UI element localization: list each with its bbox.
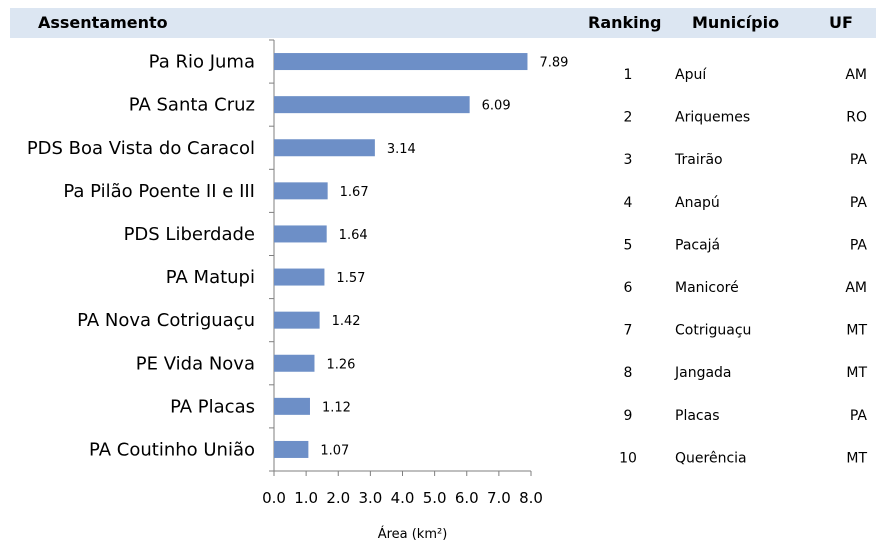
- bar: [274, 139, 375, 157]
- x-tick-label: 1.0: [294, 489, 318, 507]
- table-rank-cell: 8: [624, 365, 633, 381]
- bar: [274, 354, 315, 372]
- data-label: 3.14: [387, 142, 416, 157]
- table-municipio-cell: Trairão: [674, 152, 723, 168]
- x-tick-label: 2.0: [326, 489, 350, 507]
- data-label: 6.09: [482, 99, 511, 114]
- assentamento-header: Assentamento: [38, 13, 168, 32]
- bar: [274, 96, 470, 114]
- table-municipio-cell: Jangada: [674, 365, 732, 381]
- category-label: PA Placas: [170, 396, 255, 417]
- bar: [274, 311, 320, 329]
- x-tick-label: 8.0: [519, 489, 543, 507]
- x-axis-label: Área (km²): [378, 526, 448, 542]
- uf-header: UF: [829, 13, 853, 32]
- table-uf-cell: MT: [846, 450, 867, 466]
- category-label: PA Nova Cotriguaçu: [77, 310, 255, 331]
- data-label: 1.12: [322, 400, 351, 415]
- x-tick-label: 4.0: [391, 489, 415, 507]
- table-uf-cell: PA: [850, 237, 868, 253]
- category-label: PA Matupi: [166, 267, 255, 288]
- category-label: Pa Pilão Poente II e III: [63, 181, 255, 202]
- table-uf-cell: AM: [845, 280, 867, 296]
- table-municipio-cell: Querência: [675, 450, 747, 466]
- table-municipio-cell: Ariquemes: [675, 110, 750, 126]
- table-rank-cell: 10: [619, 450, 637, 466]
- table-rank-cell: 7: [624, 323, 633, 339]
- bar: [274, 397, 310, 415]
- category-label: PA Santa Cruz: [129, 95, 255, 116]
- table-rank-cell: 3: [624, 152, 633, 168]
- x-tick-label: 7.0: [487, 489, 511, 507]
- x-tick-label: 3.0: [358, 489, 382, 507]
- category-label: PDS Boa Vista do Caracol: [27, 138, 255, 159]
- category-label: PE Vida Nova: [136, 353, 255, 374]
- x-tick-label: 0.0: [262, 489, 286, 507]
- table-rank-cell: 5: [624, 237, 633, 253]
- table-uf-cell: PA: [850, 195, 868, 211]
- table-uf-cell: MT: [846, 365, 867, 381]
- table-uf-cell: MT: [846, 323, 867, 339]
- bar: [274, 225, 327, 243]
- data-label: 1.42: [332, 314, 361, 329]
- data-label: 7.89: [539, 56, 568, 71]
- table-municipio-cell: Apuí: [675, 67, 707, 83]
- table-uf-cell: PA: [850, 408, 868, 424]
- table-uf-cell: RO: [846, 110, 867, 126]
- category-label: PDS Liberdade: [124, 224, 255, 245]
- table-rank-cell: 9: [624, 408, 633, 424]
- table-municipio-cell: Cotriguaçu: [675, 323, 751, 339]
- table-municipio-cell: Pacajá: [675, 237, 720, 253]
- x-tick-label: 5.0: [423, 489, 447, 507]
- category-label: PA Coutinho União: [89, 439, 255, 460]
- data-label: 1.07: [320, 443, 349, 458]
- bar: [274, 268, 325, 286]
- ranking-header: Ranking: [588, 13, 662, 32]
- header-band: [10, 8, 876, 38]
- data-label: 1.64: [339, 228, 368, 243]
- x-tick-label: 6.0: [455, 489, 479, 507]
- table-rank-cell: 6: [624, 280, 633, 296]
- category-label: Pa Rio Juma: [149, 52, 255, 73]
- municipio-header: Município: [692, 13, 780, 32]
- data-label: 1.26: [326, 357, 355, 372]
- table-municipio-cell: Anapú: [675, 195, 720, 211]
- table-rank-cell: 2: [624, 110, 633, 126]
- bar: [274, 182, 328, 200]
- data-label: 1.67: [340, 185, 369, 200]
- table-municipio-cell: Manicoré: [675, 280, 739, 296]
- data-label: 1.57: [336, 271, 365, 286]
- table-municipio-cell: Placas: [675, 408, 719, 424]
- bar: [274, 440, 309, 458]
- table-rank-cell: 1: [624, 67, 633, 83]
- bar: [274, 53, 528, 71]
- table-uf-cell: AM: [845, 67, 867, 83]
- table-uf-cell: PA: [850, 152, 868, 168]
- table-rank-cell: 4: [624, 195, 633, 211]
